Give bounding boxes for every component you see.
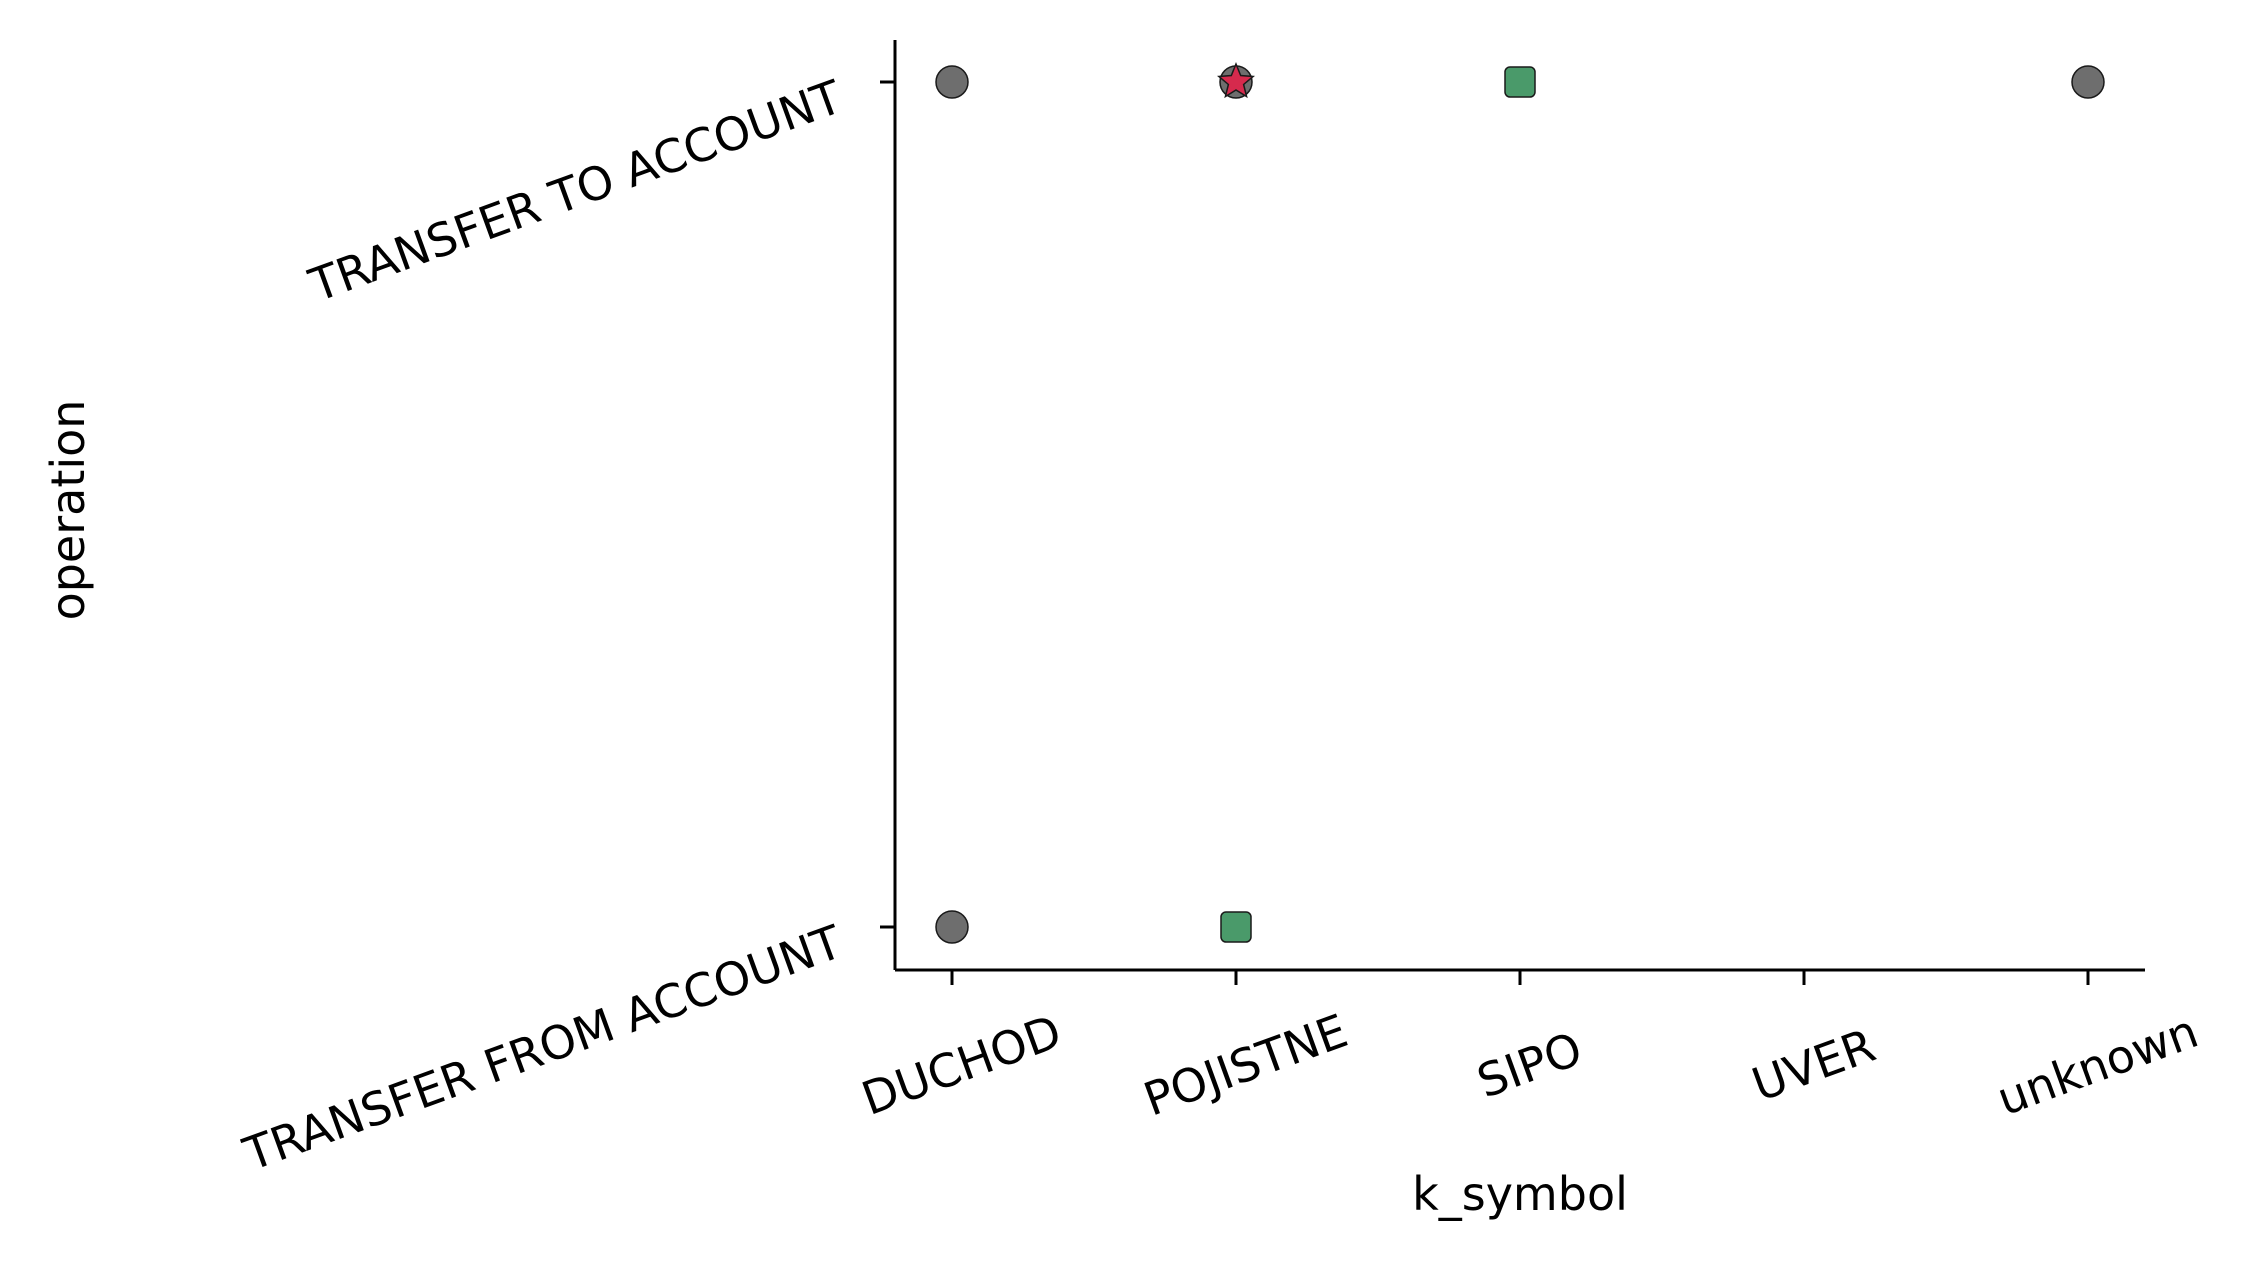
data-points (935, 62, 2105, 944)
y-tick-label-transfer-to-account: TRANSFER TO ACCOUNT (302, 69, 850, 312)
data-point-pojistne-transfer-to-account-star (1216, 62, 1256, 99)
x-tick-label-uver: UVER (1745, 1018, 1882, 1112)
y-tick-label-transfer-from-account: TRANSFER FROM ACCOUNT (236, 914, 850, 1181)
y-ticks: TRANSFER FROM ACCOUNT TRANSFER TO ACCOUNT (236, 69, 895, 1182)
x-tick-label-duchod: DUCHOD (855, 1004, 1068, 1126)
axes (893, 40, 2145, 972)
x-tick-label-sipo: SIPO (1470, 1021, 1589, 1108)
x-tick-label-pojistne: POJISTNE (1137, 1003, 1355, 1126)
x-ticks: DUCHOD POJISTNE SIPO UVER unknown (855, 970, 2205, 1127)
data-point-unknown-transfer-to-account-circle (2071, 65, 2105, 99)
y-axis-label: operation (41, 400, 95, 621)
data-point-duchod-transfer-to-account-circle (935, 65, 969, 99)
data-point-pojistne-transfer-from-account-square (1220, 911, 1252, 943)
x-tick-label-unknown: unknown (1990, 1004, 2205, 1126)
x-axis-label: k_symbol (1412, 1167, 1628, 1221)
data-point-duchod-transfer-from-account-circle (935, 910, 969, 944)
data-point-sipo-transfer-to-account-square (1504, 66, 1536, 98)
